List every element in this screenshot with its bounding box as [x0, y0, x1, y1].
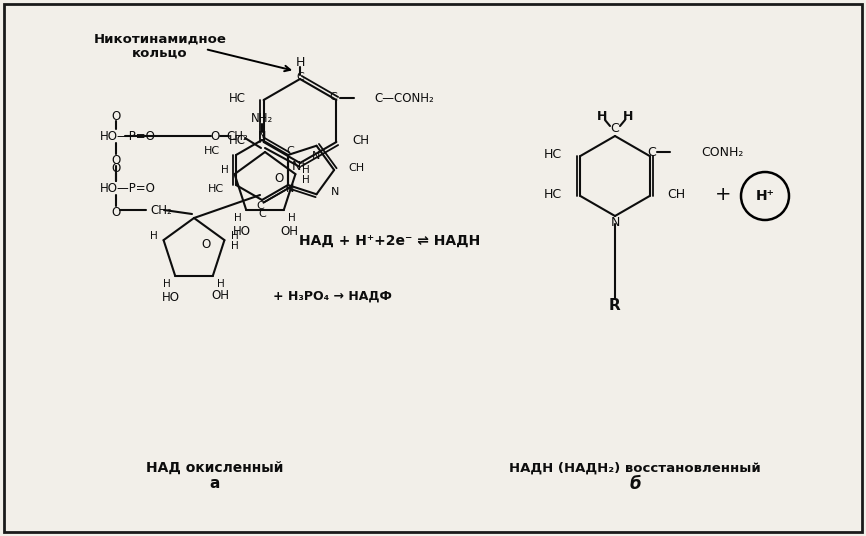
Text: а: а	[210, 477, 220, 492]
Text: CH₂: CH₂	[226, 130, 248, 143]
Text: O: O	[112, 153, 120, 167]
Text: H: H	[235, 213, 242, 223]
Text: N: N	[611, 215, 620, 228]
Text: C: C	[329, 92, 337, 102]
Text: C: C	[296, 72, 304, 82]
Text: CONH₂: CONH₂	[701, 145, 744, 159]
Text: кольцо: кольцо	[132, 47, 188, 59]
Text: N: N	[331, 187, 339, 197]
Text: CH₂: CH₂	[150, 204, 171, 217]
Text: НАД + Н⁺+2е⁻ ⇌ НАДН: НАД + Н⁺+2е⁻ ⇌ НАДН	[300, 234, 481, 248]
Text: НАДН (НАДН₂) восстановленный: НАДН (НАДН₂) восстановленный	[509, 461, 761, 474]
Text: N: N	[313, 151, 320, 161]
Text: CH: CH	[352, 133, 370, 146]
Text: NH₂: NH₂	[251, 111, 273, 124]
Text: CH: CH	[668, 188, 686, 200]
Text: H: H	[164, 279, 171, 289]
Text: HO: HO	[162, 292, 180, 304]
Text: НАД окисленный: НАД окисленный	[146, 461, 284, 475]
Text: H: H	[295, 56, 305, 70]
Text: O: O	[210, 130, 220, 143]
Text: O: O	[275, 172, 284, 184]
Text: HO—P=O: HO—P=O	[100, 182, 156, 195]
Text: H: H	[221, 165, 229, 175]
Text: H: H	[301, 165, 309, 175]
Text: N: N	[286, 184, 294, 194]
Text: OH: OH	[281, 226, 299, 239]
Text: H: H	[623, 109, 633, 123]
Text: Никотинамидное: Никотинамидное	[94, 33, 226, 46]
Text: + H₃PO₄ → НАДФ: + H₃PO₄ → НАДФ	[273, 289, 391, 302]
Text: O: O	[202, 237, 210, 250]
Text: C: C	[258, 209, 266, 219]
Text: O: O	[112, 161, 120, 175]
Text: HC: HC	[229, 92, 246, 105]
Text: O: O	[112, 109, 120, 123]
Text: H: H	[288, 213, 295, 223]
Text: HC: HC	[208, 184, 224, 194]
Text: C: C	[647, 145, 656, 159]
Text: +: +	[714, 184, 731, 204]
Text: H: H	[597, 109, 607, 123]
Text: H: H	[150, 231, 158, 241]
Text: C: C	[286, 146, 294, 156]
Text: HO: HO	[233, 226, 251, 239]
Text: O: O	[112, 205, 120, 219]
Text: C: C	[611, 123, 619, 136]
Text: HC: HC	[229, 133, 246, 146]
Text: R: R	[609, 299, 621, 314]
Text: N: N	[258, 131, 266, 141]
Text: HC: HC	[544, 147, 562, 160]
Text: OH: OH	[212, 289, 229, 302]
Text: HC: HC	[544, 188, 562, 200]
Text: H: H	[230, 241, 238, 251]
Text: HO—P=O: HO—P=O	[100, 130, 156, 143]
Text: б: б	[630, 475, 641, 493]
Text: H: H	[230, 231, 238, 241]
Text: HC: HC	[204, 146, 220, 156]
Text: H: H	[301, 175, 309, 185]
Text: C—CONH₂: C—CONH₂	[374, 92, 434, 105]
Text: H⁺: H⁺	[755, 189, 774, 203]
Text: N⁺: N⁺	[292, 160, 308, 174]
Text: CH: CH	[348, 163, 365, 173]
Text: H: H	[217, 279, 224, 289]
Text: C: C	[256, 201, 264, 211]
